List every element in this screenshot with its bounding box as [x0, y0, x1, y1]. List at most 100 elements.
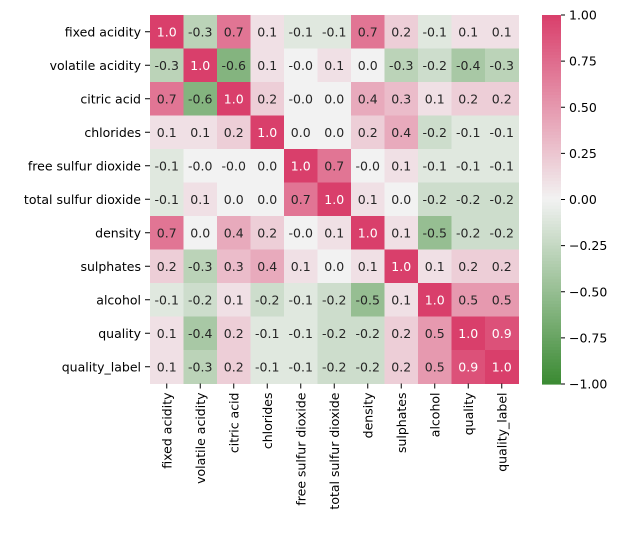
heatmap-cell [351, 115, 385, 150]
y-tick-label: alcohol [96, 292, 141, 307]
heatmap-cell [485, 350, 519, 384]
heatmap-cell [183, 48, 218, 83]
heatmap-cell [250, 316, 285, 351]
heatmap-cell [351, 15, 385, 49]
heatmap-cell [250, 82, 285, 116]
colorbar-segment [542, 76, 561, 81]
heatmap-cell [150, 15, 184, 49]
cell-value-label: -0.5 [423, 225, 447, 240]
colorbar-segment [542, 18, 561, 22]
colorbar-segment [542, 101, 561, 105]
heatmap-cell [150, 115, 184, 150]
heatmap-cell [150, 283, 184, 317]
colorbar-segment [542, 48, 561, 53]
cell-value-label: 0.1 [425, 91, 445, 106]
heatmap-cell [284, 182, 318, 217]
heatmap-cell [217, 82, 251, 116]
colorbar-segment [542, 356, 561, 360]
cell-value-label: 0.2 [391, 24, 411, 39]
colorbar-segment [542, 239, 561, 244]
colorbar-segment [542, 174, 561, 179]
colorbar-segment [542, 380, 561, 385]
colorbar-segment [542, 153, 561, 158]
colorbar-segment [542, 113, 561, 118]
cell-value-label: -0.2 [456, 225, 480, 240]
cell-value-label: -0.3 [155, 58, 179, 73]
cell-value-label: -0.2 [322, 359, 346, 374]
heatmap-cell [384, 316, 419, 351]
cell-value-label: 0.1 [425, 259, 445, 274]
colorbar-tick-label: −0.25 [569, 238, 607, 253]
cell-value-label: 0.0 [224, 192, 244, 207]
cell-value-label: 0.1 [190, 192, 210, 207]
cell-value-label: 1.0 [190, 58, 210, 73]
cell-value-label: 0.1 [190, 125, 210, 140]
cell-value-label: -0.3 [188, 259, 212, 274]
cell-value-label: -0.1 [155, 192, 179, 207]
colorbar-segment [542, 58, 561, 62]
x-tick-labels: fixed acidity volatile acidity citric acid… [159, 383, 509, 510]
colorbar-segment [542, 141, 561, 145]
colorbar-segment [542, 208, 561, 213]
cell-value-label: -0.1 [289, 292, 313, 307]
colorbar-segment [542, 131, 561, 136]
colorbar-segment [542, 353, 561, 357]
colorbar-segment [542, 36, 561, 41]
heatmap-cell [284, 149, 318, 183]
colorbar-segment [542, 165, 561, 170]
colorbar-tick-label: −0.75 [569, 330, 607, 345]
cell-value-label: 0.4 [391, 125, 411, 140]
cell-value-label: 0.3 [391, 91, 411, 106]
cell-value-label: -0.0 [222, 158, 246, 173]
heatmap-cell [485, 82, 519, 116]
colorbar-segment [542, 227, 561, 231]
heatmap-cell [217, 350, 251, 384]
colorbar-tick-label: 0.75 [569, 54, 597, 69]
cell-value-label: 0.2 [224, 359, 244, 374]
colorbar-segment [542, 273, 561, 277]
heatmap-cell [351, 283, 385, 317]
heatmap-cell [317, 15, 352, 49]
heatmap-cell [284, 82, 318, 116]
heatmap-cell [418, 115, 452, 150]
cell-value-label: 0.2 [224, 125, 244, 140]
colorbar-segment [542, 67, 561, 71]
colorbar-segment [542, 199, 561, 204]
heatmap-cell [485, 316, 519, 351]
cell-value-label: 0.0 [291, 125, 311, 140]
heatmap-cell [250, 216, 285, 250]
colorbar-segment [542, 310, 561, 314]
cell-value-label: -0.1 [423, 158, 447, 173]
colorbar-segment [542, 177, 561, 182]
cell-value-label: -0.0 [289, 58, 313, 73]
cell-value-label: -0.2 [322, 326, 346, 341]
cell-value-label: -0.2 [423, 58, 447, 73]
cell-value-label: 1.0 [492, 359, 512, 374]
heatmap-cell [384, 15, 419, 49]
colorbar-segment [542, 144, 561, 148]
heatmap-cell [317, 350, 352, 384]
colorbar-segment [542, 291, 561, 296]
heatmap-cell [150, 216, 184, 250]
cell-value-label: 0.7 [291, 192, 311, 207]
cell-value-label: 0.5 [425, 359, 445, 374]
heatmap-cell [351, 316, 385, 351]
heatmap-cell [317, 182, 352, 217]
colorbar-tick-label: 1.00 [569, 8, 597, 23]
heatmap-cell [351, 149, 385, 183]
heatmap-cell [183, 350, 218, 384]
colorbar: 1.00 0.75 0.50 0.25 0.00 −0.25 −0.50 −0.75 −1.00 [542, 8, 607, 392]
cell-value-label: -0.0 [289, 91, 313, 106]
heatmap-cell [384, 82, 419, 116]
heatmap-cell [183, 249, 218, 284]
heatmap-cell [317, 115, 352, 150]
heatmap-cell [217, 182, 251, 217]
cell-value-label: 1.0 [224, 91, 244, 106]
cell-value-label: 0.2 [458, 259, 478, 274]
heatmap-cell [150, 316, 184, 351]
cell-value-label: -0.3 [188, 359, 212, 374]
colorbar-segment [542, 254, 561, 259]
colorbar-segment [542, 21, 561, 25]
y-tick-label: citric acid [80, 91, 141, 106]
heatmap-cell [485, 182, 519, 217]
